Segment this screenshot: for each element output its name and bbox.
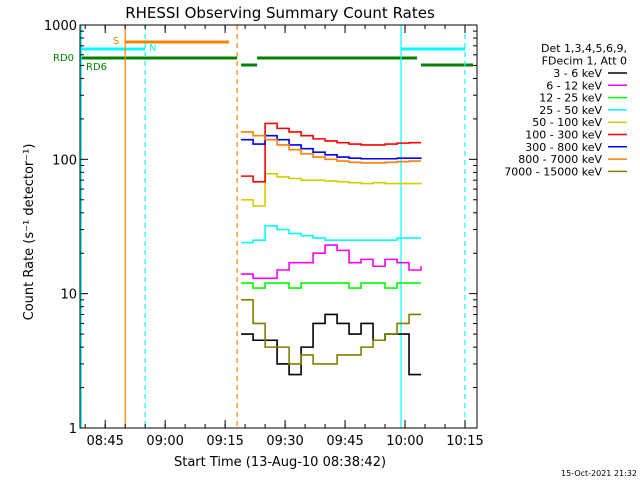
legend-entry-label: 6 - 12 keV <box>546 79 602 92</box>
legend-header: FDecim 1, Att 0 <box>542 55 627 68</box>
x-tick-label: 10:00 <box>386 434 423 449</box>
series-line <box>241 244 422 280</box>
series-line <box>241 225 422 244</box>
timestamp: 15-Oct-2021 21:32 <box>561 469 637 478</box>
y-axis-label: Count Rate (s⁻¹ detector⁻¹) <box>22 144 37 321</box>
legend-entry-label: 25 - 50 keV <box>539 104 602 117</box>
y-tick-label: 1 <box>69 422 77 437</box>
x-tick-label: 09:30 <box>266 434 303 449</box>
x-axis-label: Start Time (13-Aug-10 08:38:42) <box>174 455 386 470</box>
legend: Det 1,3,4,5,6,9,FDecim 1, Att 03 - 6 keV… <box>504 42 627 178</box>
x-tick-label: 09:00 <box>146 434 183 449</box>
legend-entry-label: 7000 - 15000 keV <box>504 165 602 178</box>
series-line <box>241 134 422 160</box>
legend-entry-label: 300 - 800 keV <box>525 141 602 154</box>
x-tick-label: 10:15 <box>446 434 483 449</box>
legend-entry-label: 800 - 7000 keV <box>518 153 602 166</box>
legend-entry-label: 100 - 300 keV <box>525 129 602 142</box>
legend-entry-label: 3 - 6 keV <box>553 67 602 80</box>
series-line <box>241 282 422 289</box>
legend-entry-label: 50 - 100 keV <box>532 116 602 129</box>
x-tick-label: 09:45 <box>326 434 363 449</box>
series-group <box>241 122 422 376</box>
vertical-markers <box>80 25 466 428</box>
series-line <box>241 122 422 183</box>
flag-rd0-label: RD0 <box>53 53 74 64</box>
series-line <box>241 173 422 207</box>
flag-s-label: S <box>113 36 119 47</box>
y-tick-label: 10 <box>60 288 77 303</box>
legend-entry-label: 12 - 25 keV <box>539 92 602 105</box>
flag-n-label: N <box>149 43 156 54</box>
x-tick-label: 09:15 <box>206 434 243 449</box>
y-tick-label: 1000 <box>44 19 77 34</box>
series-line <box>241 131 422 164</box>
flag-rd6-label: RD6 <box>86 62 107 73</box>
chart-title: RHESSI Observing Summary Count Rates <box>125 4 435 22</box>
x-tick-label: 08:45 <box>86 434 123 449</box>
series-line <box>241 299 422 365</box>
flag-bars: S N RD0 RD6 <box>53 36 474 73</box>
y-tick-label: 100 <box>52 153 77 168</box>
axes: 08:45 09:00 09:15 09:30 09:45 10:00 10:15 1 10 10… <box>44 19 484 449</box>
legend-header: Det 1,3,4,5,6,9, <box>541 42 627 55</box>
plot-frame <box>79 24 478 429</box>
